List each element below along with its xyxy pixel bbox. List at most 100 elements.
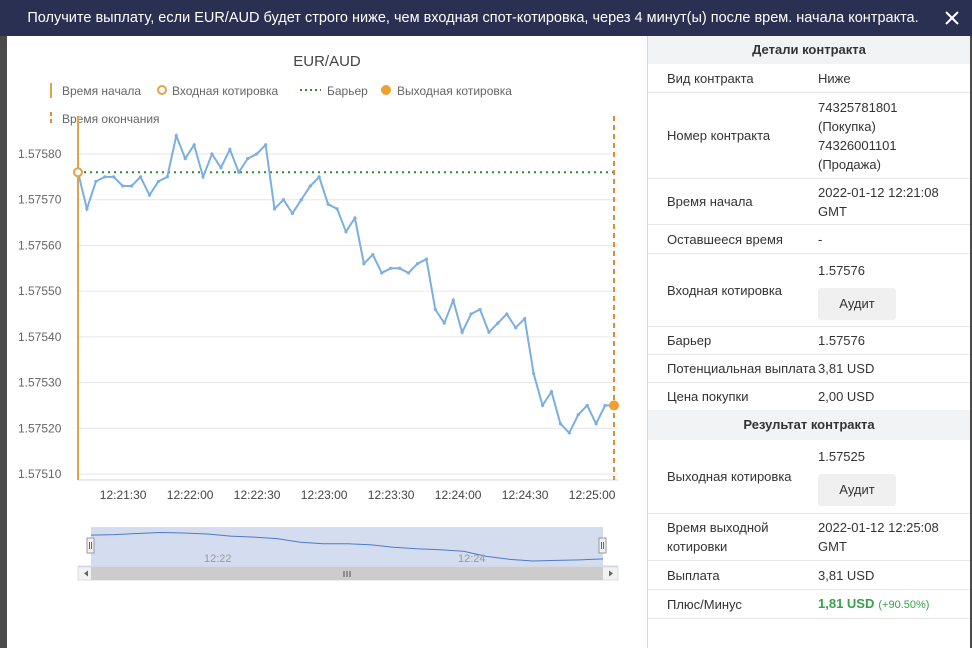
price-point	[130, 184, 134, 188]
price-point	[505, 312, 509, 316]
price-chart: EUR/AUD Время начала Входная котировка Б…	[18, 53, 619, 581]
close-button[interactable]	[932, 0, 972, 36]
chart-grid	[78, 153, 618, 475]
row-payout: Выплата 3,81 USD	[648, 561, 970, 590]
navigator-right-handle[interactable]	[598, 537, 607, 554]
label-contract-number: Номер контракта	[667, 128, 771, 143]
price-point	[478, 307, 482, 312]
x-tick-label: 12:24:30	[502, 488, 549, 502]
label-exit-time: Время выходной котировки	[648, 518, 818, 556]
header-bar: Получите выплату, если EUR/AUD будет стр…	[0, 0, 972, 36]
price-point	[281, 198, 286, 202]
value-start-time: 2022-01-12 12:21:08 GMT	[818, 183, 970, 221]
x-tick-label: 12:25:00	[569, 488, 616, 502]
price-point	[558, 422, 563, 426]
price-point	[183, 156, 187, 161]
navigator-label-1222: 12:22	[204, 553, 232, 565]
legend-start-time: Время начала	[62, 84, 141, 98]
value-barrier: 1.57576	[818, 333, 865, 348]
y-tick-label: 1.57580	[18, 147, 62, 161]
price-point	[94, 179, 98, 184]
row-purchase-price: Цена покупки 2,00 USD	[648, 383, 970, 410]
price-point	[272, 207, 277, 211]
price-point	[326, 202, 330, 206]
exit-spot-value: 1.57525	[818, 449, 865, 464]
navigator-scrollbar[interactable]	[77, 566, 619, 581]
exit-spot-marker	[609, 400, 619, 411]
scroll-right-icon[interactable]	[609, 570, 613, 577]
price-point	[362, 262, 366, 266]
contract-description: Получите выплату, если EUR/AUD будет стр…	[27, 10, 919, 26]
chart-legend: Время начала Входная котировка Барьер Вы…	[50, 83, 512, 126]
price-point	[442, 321, 446, 325]
price-point	[567, 431, 571, 435]
y-tick-label: 1.57520	[18, 421, 62, 435]
price-point	[103, 175, 107, 179]
price-point	[317, 175, 321, 179]
chart-title: EUR/AUD	[293, 53, 361, 70]
price-point	[380, 271, 384, 275]
exit-time-tz: GMT	[818, 539, 847, 554]
value-exit-time: 2022-01-12 12:25:08 GMT	[818, 518, 970, 556]
price-point	[201, 175, 205, 179]
scroll-left-icon[interactable]	[84, 570, 88, 577]
y-tick-label: 1.57540	[18, 330, 62, 344]
label-exit-spot: Выходная котировка	[667, 469, 792, 484]
x-tick-label: 12:23:30	[368, 488, 415, 502]
exit-audit-button[interactable]: Аудит	[818, 474, 896, 506]
price-point	[210, 152, 214, 156]
sell-label: (Продажа)	[818, 156, 881, 172]
contract-panel: EUR/AUD Время начала Входная котировка Б…	[7, 36, 970, 648]
price-point	[371, 252, 375, 257]
price-point	[389, 266, 393, 270]
x-tick-label: 12:23:00	[301, 488, 348, 502]
x-tick-label: 12:21:30	[100, 488, 147, 502]
price-point	[487, 330, 491, 334]
result-section-title: Результат контракта	[648, 410, 970, 440]
contract-details: Детали контракта Вид контракта Ниже Номе…	[648, 36, 970, 648]
value-entry-spot: 1.57576 Аудит	[818, 261, 970, 320]
navigator[interactable]: 12:22 12:24	[78, 527, 618, 567]
row-barrier: Барьер 1.57576	[648, 327, 970, 355]
price-point	[165, 175, 169, 179]
legend-entry-spot: Входная котировка	[172, 84, 279, 98]
price-point	[85, 207, 89, 211]
price-point	[112, 175, 116, 179]
label-entry-spot: Входная котировка	[667, 282, 783, 298]
label-purchase-price: Цена покупки	[667, 389, 749, 404]
buy-contract-id: 74325781801	[818, 99, 898, 115]
price-point	[156, 179, 160, 184]
price-point	[174, 134, 178, 138]
price-point	[290, 211, 294, 216]
navigator-label-1224: 12:24	[458, 553, 486, 565]
legend-exit-marker	[381, 85, 391, 95]
price-point	[514, 326, 518, 330]
label-exit-time-line2: котировки	[667, 539, 728, 554]
legend-entry-marker	[157, 85, 167, 95]
y-tick-label: 1.57560	[18, 238, 62, 252]
x-axis-ticks: 12:21:30 12:22:00 12:22:30 12:23:00 12:23:30…	[100, 488, 616, 502]
y-tick-label: 1.57510	[18, 467, 62, 481]
price-point	[496, 321, 500, 325]
price-point	[344, 230, 348, 234]
price-point	[451, 298, 455, 302]
navigator-left-handle[interactable]	[86, 537, 95, 554]
y-axis-ticks: 1.57580 1.57570 1.57560 1.57550 1.57540 1.575…	[18, 147, 62, 481]
start-time-datetime: 2022-01-12 12:21:08	[818, 184, 939, 200]
price-point	[308, 184, 312, 188]
entry-audit-button[interactable]: Аудит	[818, 287, 896, 320]
value-contract-number: 74325781801 (Покупка) 74326001101 (Прода…	[818, 98, 970, 174]
label-payout: Выплата	[667, 567, 720, 583]
entry-spot-marker	[73, 167, 83, 178]
y-tick-label: 1.57550	[18, 284, 62, 298]
price-point	[192, 143, 196, 147]
buy-label: (Покупка)	[818, 118, 876, 134]
start-time-tz: GMT	[818, 203, 847, 219]
label-contract-type: Вид контракта	[667, 70, 754, 86]
price-point	[594, 422, 598, 426]
price-point	[121, 184, 125, 188]
x-tick-label: 12:22:30	[234, 488, 281, 502]
value-potential-payout: 3,81 USD	[818, 361, 875, 376]
chart-area: EUR/AUD Время начала Входная котировка Б…	[7, 36, 648, 648]
row-profit-loss: Плюс/Минус 1,81 USD (+90.50%)	[648, 590, 970, 619]
